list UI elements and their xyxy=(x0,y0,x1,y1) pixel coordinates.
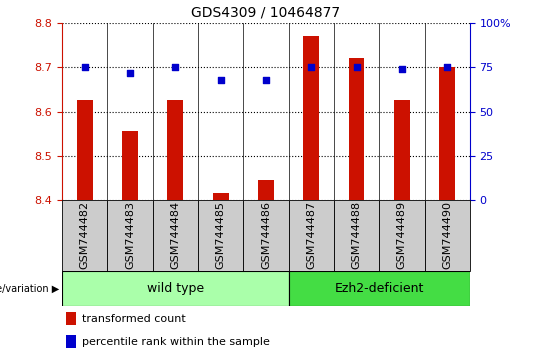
Bar xyxy=(107,200,153,271)
Text: GSM744488: GSM744488 xyxy=(352,201,362,269)
Text: GSM744485: GSM744485 xyxy=(215,201,226,269)
Bar xyxy=(334,200,379,271)
Bar xyxy=(439,67,455,200)
Text: Ezh2-deficient: Ezh2-deficient xyxy=(334,282,424,295)
Bar xyxy=(424,200,470,271)
Bar xyxy=(153,200,198,271)
Bar xyxy=(122,131,138,200)
Bar xyxy=(198,200,244,271)
Point xyxy=(126,70,134,75)
Point xyxy=(307,64,315,70)
Bar xyxy=(77,101,93,200)
Text: transformed count: transformed count xyxy=(82,314,185,324)
Point xyxy=(352,64,361,70)
Text: wild type: wild type xyxy=(147,282,204,295)
Text: GSM744486: GSM744486 xyxy=(261,201,271,269)
Title: GDS4309 / 10464877: GDS4309 / 10464877 xyxy=(191,5,341,19)
Bar xyxy=(213,193,228,200)
Text: GSM744490: GSM744490 xyxy=(442,201,452,269)
Point xyxy=(397,66,406,72)
Text: genotype/variation ▶: genotype/variation ▶ xyxy=(0,284,59,293)
Bar xyxy=(394,101,410,200)
Point xyxy=(171,64,180,70)
Bar xyxy=(66,335,76,348)
Bar xyxy=(167,101,183,200)
Bar xyxy=(288,271,470,306)
Text: GSM744483: GSM744483 xyxy=(125,201,135,269)
Bar xyxy=(379,200,424,271)
Text: percentile rank within the sample: percentile rank within the sample xyxy=(82,337,269,347)
Bar xyxy=(288,200,334,271)
Bar xyxy=(303,36,319,200)
Text: GSM744484: GSM744484 xyxy=(170,201,180,269)
Text: GSM744487: GSM744487 xyxy=(306,201,316,269)
Point xyxy=(261,77,270,82)
Bar xyxy=(258,180,274,200)
Point xyxy=(443,64,451,70)
Bar xyxy=(244,200,288,271)
Point xyxy=(217,77,225,82)
Bar xyxy=(62,271,288,306)
Bar xyxy=(349,58,365,200)
Text: GSM744482: GSM744482 xyxy=(80,201,90,269)
Bar xyxy=(62,200,107,271)
Bar xyxy=(66,312,76,325)
Point xyxy=(80,64,89,70)
Text: GSM744489: GSM744489 xyxy=(397,201,407,269)
